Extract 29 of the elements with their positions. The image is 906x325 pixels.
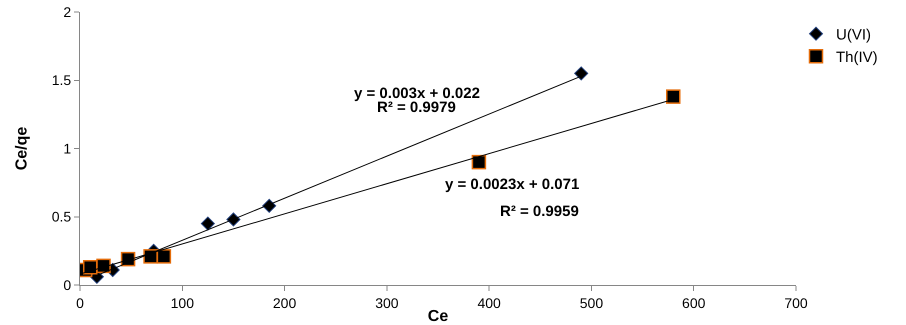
x-tick-label: 100	[170, 294, 194, 311]
x-tick-label: 200	[272, 294, 296, 311]
x-tick-label: 400	[477, 294, 502, 311]
point	[262, 198, 276, 213]
point	[96, 258, 111, 274]
annotation: R² = 0.9959	[500, 203, 579, 220]
y-tick-label: 1	[63, 140, 72, 156]
y-tick-label: 0.5	[52, 208, 72, 225]
x-tick-label: 0	[76, 294, 84, 311]
point	[666, 89, 681, 104]
y-tick-label: 1.5	[52, 72, 72, 88]
point	[472, 154, 486, 170]
x-axis-title: Ce	[428, 308, 448, 325]
point	[200, 216, 215, 231]
x-tick-label: 500	[580, 294, 604, 311]
x-tick-label: 300	[375, 294, 399, 311]
point	[226, 212, 240, 226]
y-axis-title: Ce/qe	[14, 126, 31, 170]
x-tick-label: 700	[784, 294, 808, 311]
annotation: R² = 0.9979	[377, 99, 456, 116]
y-tick-label: 0	[63, 276, 72, 293]
annotation: y = 0.0023x + 0.071	[445, 176, 580, 193]
x-tick-label: 600	[682, 294, 706, 311]
legend-label: U(VI)	[836, 26, 871, 44]
annotation: y = 0.003x + 0.022	[354, 85, 480, 102]
point	[156, 249, 172, 264]
point	[574, 66, 588, 80]
legend-label: Th(IV)	[836, 49, 878, 66]
y-tick-label: 2	[63, 4, 72, 20]
